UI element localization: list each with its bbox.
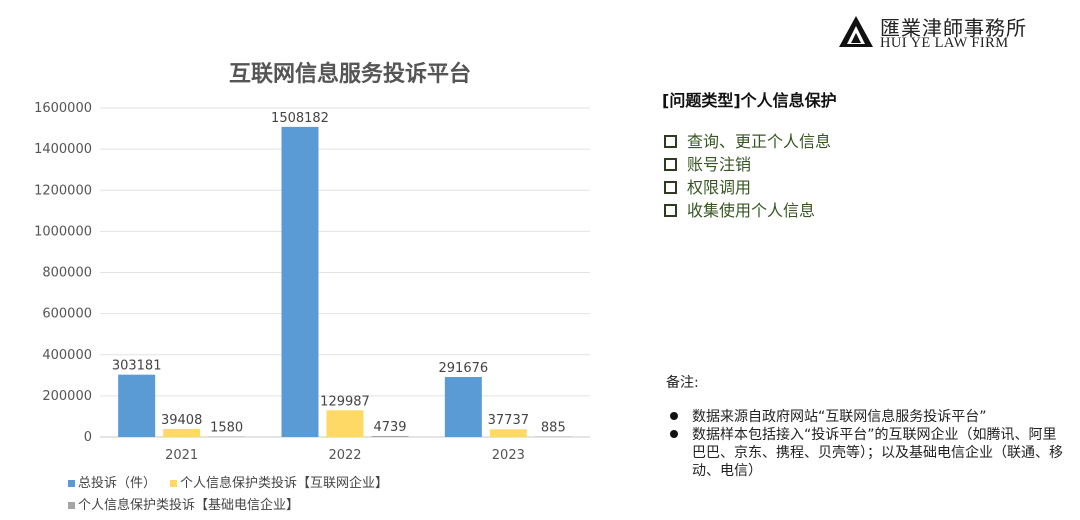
y-tick-label: 1000000 (34, 224, 92, 239)
data-label: 303181 (112, 359, 162, 374)
bar (326, 410, 364, 437)
bar (534, 436, 572, 437)
y-tick-label: 0 (84, 430, 92, 445)
data-label: 291676 (439, 361, 489, 376)
checklist-item: 收集使用个人信息 (664, 199, 831, 222)
y-tick-label: 200000 (42, 389, 92, 404)
x-tick-label: 2023 (492, 448, 525, 463)
bar (281, 126, 319, 438)
chart-legend: 总投诉（件） 个人信息保护类投诉【互联网企业】 个人信息保护类投诉【基础电信企业】 (68, 473, 402, 517)
bar (208, 436, 246, 437)
y-tick-label: 1200000 (34, 183, 92, 198)
data-label: 39408 (161, 413, 202, 428)
x-tick-label: 2022 (328, 448, 361, 463)
legend-item-total: 总投诉（件） (68, 473, 156, 495)
bar (163, 428, 201, 437)
legend-item-telecom: 个人信息保护类投诉【基础电信企业】 (68, 495, 299, 517)
y-tick-label: 800000 (42, 266, 92, 281)
chart-title: 互联网信息服务投诉平台 (228, 62, 471, 87)
note-item: 数据样本包括接入“投诉平台”的互联网企业（如腾讯、阿里巴巴、京东、携程、贝壳等）… (670, 426, 1070, 480)
logo-chinese-name: 匯業津師事務所 (880, 16, 1027, 40)
notes-label: 备注: (666, 375, 699, 391)
checkbox-icon (664, 135, 677, 148)
y-tick-label: 600000 (42, 307, 92, 322)
law-firm-logo: 匯業津師事務所 HUI YE LAW FIRM (838, 12, 1048, 52)
bar-chart: 0 200000 400000 600000 800000 1000000 1200000 1… (34, 101, 590, 463)
data-label: 4739 (373, 420, 406, 435)
checklist-item: 权限调用 (664, 176, 831, 199)
note-item: 数据来源自政府网站“互联网信息服务投诉平台” (670, 408, 1070, 426)
checklist-item: 账号注销 (664, 153, 831, 176)
bullet-icon (670, 412, 678, 420)
checkbox-icon (664, 181, 677, 194)
logo-english-name: HUI YE LAW FIRM (880, 35, 1009, 51)
issue-checklist: 查询、更正个人信息 账号注销 权限调用 收集使用个人信息 (664, 130, 831, 222)
legend-item-internet: 个人信息保护类投诉【互联网企业】 (170, 473, 388, 495)
y-tick-label: 400000 (42, 348, 92, 363)
data-label: 1508182 (271, 111, 329, 126)
bullet-icon (670, 430, 678, 438)
notes-list: 数据来源自政府网站“互联网信息服务投诉平台” 数据样本包括接入“投诉平台”的互联… (670, 408, 1070, 480)
data-label: 1580 (210, 421, 243, 436)
bar (118, 374, 156, 437)
bar (444, 377, 482, 437)
issue-type-heading: [问题类型]个人信息保护 (662, 91, 837, 110)
y-tick-label: 1600000 (34, 101, 92, 116)
data-label: 129987 (320, 394, 370, 409)
bar (489, 429, 527, 437)
triangle-logo-icon (839, 16, 873, 47)
checkbox-icon (664, 204, 677, 217)
bar (371, 436, 409, 437)
x-tick-label: 2021 (165, 448, 198, 463)
checkbox-icon (664, 158, 677, 171)
data-label: 885 (541, 421, 566, 436)
y-tick-label: 1400000 (34, 142, 92, 157)
data-label: 37737 (488, 413, 529, 428)
checklist-item: 查询、更正个人信息 (664, 130, 831, 153)
